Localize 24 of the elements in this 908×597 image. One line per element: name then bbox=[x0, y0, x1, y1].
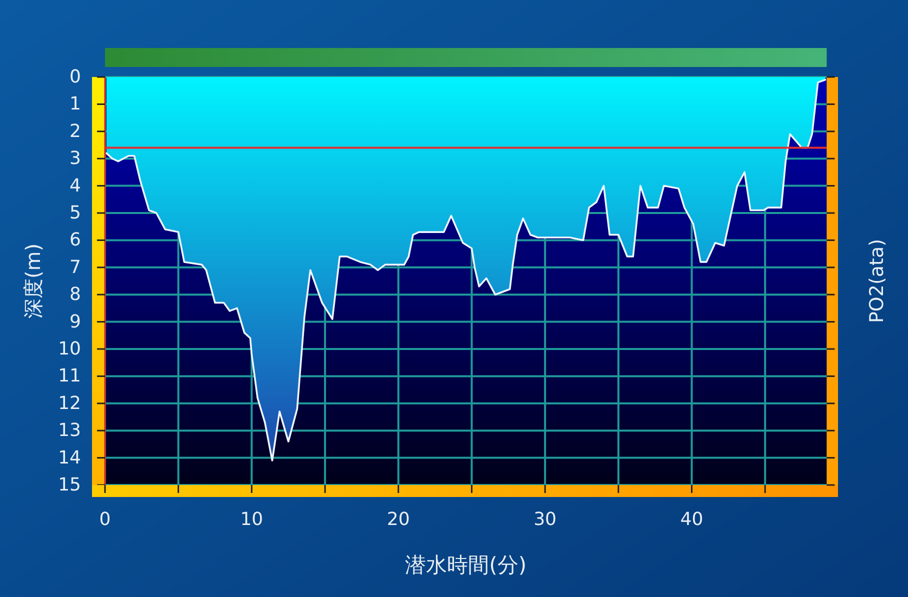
y-tick-label: 8 bbox=[70, 284, 81, 306]
y-tick-label: 7 bbox=[70, 256, 81, 278]
x-tick-label: 10 bbox=[240, 509, 264, 530]
y-tick-label: 9 bbox=[70, 311, 81, 332]
y-tick-label: 10 bbox=[58, 338, 81, 360]
y-tick-label: 13 bbox=[58, 420, 81, 442]
x-tick-label: 40 bbox=[680, 509, 704, 530]
y-axis-title: 深度(m) bbox=[21, 243, 45, 319]
y-tick-label: 12 bbox=[58, 392, 81, 414]
y-tick-label: 4 bbox=[70, 175, 81, 196]
y-tick-label: 15 bbox=[58, 474, 81, 496]
y-tick-label: 3 bbox=[70, 148, 81, 170]
y2-axis-title: PO2(ata) bbox=[866, 238, 888, 324]
y-tick-label: 5 bbox=[70, 202, 81, 224]
x-tick-label: 30 bbox=[534, 509, 557, 530]
y-tick-label: 11 bbox=[58, 366, 81, 387]
x-tick-label: 0 bbox=[99, 509, 111, 530]
x-axis-title: 潜水時間(分) bbox=[405, 553, 527, 577]
y-tick-label: 1 bbox=[70, 94, 81, 115]
y-tick-label: 6 bbox=[70, 230, 81, 251]
y-tick-label: 14 bbox=[58, 447, 81, 468]
y-tick-label: 0 bbox=[70, 66, 81, 88]
x-tick-label: 20 bbox=[386, 509, 410, 530]
y-tick-label: 2 bbox=[70, 120, 81, 142]
